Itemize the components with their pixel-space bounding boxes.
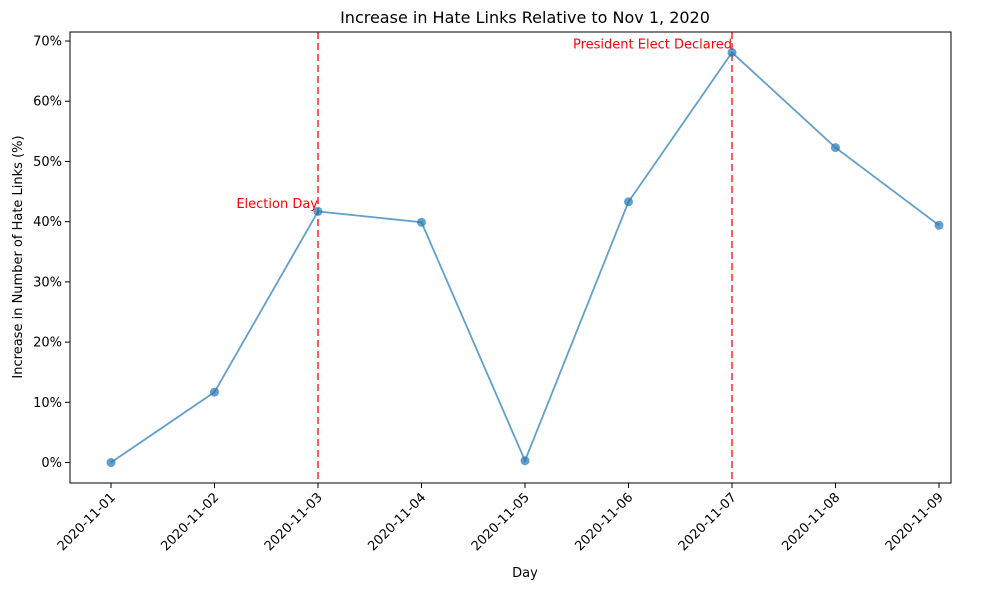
y-axis-title: Increase in Number of Hate Links (%)	[11, 135, 26, 378]
y-tick-label: 30%	[33, 275, 62, 290]
data-point	[106, 458, 116, 468]
annotation-label: President Elect Declared	[573, 37, 732, 52]
plot-frame	[69, 31, 952, 484]
x-axis-title: Day	[512, 566, 538, 581]
y-tick-label: 10%	[33, 396, 62, 411]
y-tick-label: 50%	[33, 155, 62, 170]
x-tick-label: 2020-11-01	[55, 490, 119, 554]
data-point	[831, 143, 840, 153]
plot-area	[106, 32, 944, 483]
y-tick-label: 70%	[33, 35, 62, 50]
x-tick-label: 2020-11-05	[469, 490, 533, 554]
data-point	[313, 206, 323, 216]
y-tick-label: 40%	[33, 215, 62, 230]
annotation-label: Election Day	[236, 197, 318, 212]
data-point	[727, 47, 737, 57]
x-tick-label: 2020-11-02	[158, 490, 222, 554]
chart-title: Increase in Hate Links Relative to Nov 1…	[340, 8, 710, 27]
x-tick-label: 2020-11-07	[676, 490, 740, 554]
x-tick-label: 2020-11-04	[365, 490, 429, 554]
y-tick-label: 60%	[33, 95, 62, 110]
data-point	[417, 217, 426, 227]
x-tick-label: 2020-11-08	[779, 490, 843, 554]
y-tick-label: 20%	[33, 336, 62, 351]
data-point	[624, 197, 633, 207]
data-point	[520, 456, 530, 466]
x-tick-label: 2020-11-09	[883, 490, 947, 554]
y-tick-label: 0%	[41, 456, 62, 471]
data-point	[210, 387, 219, 397]
series-line	[110, 51, 940, 464]
x-tick-label: 2020-11-03	[262, 490, 326, 554]
data-point	[934, 220, 944, 230]
x-tick-label: 2020-11-06	[572, 490, 636, 554]
